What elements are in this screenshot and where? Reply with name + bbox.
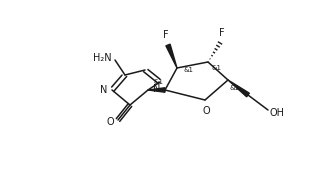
Text: H₂N: H₂N — [93, 53, 112, 63]
Text: &1: &1 — [211, 65, 221, 71]
Polygon shape — [166, 44, 177, 68]
Text: O: O — [202, 106, 210, 116]
Text: F: F — [163, 30, 169, 40]
Text: N: N — [100, 85, 107, 95]
Text: OH: OH — [270, 108, 285, 118]
Text: O: O — [106, 117, 114, 127]
Text: &1: &1 — [229, 85, 239, 91]
Text: F: F — [219, 28, 225, 38]
Text: &1: &1 — [153, 79, 163, 85]
Text: &1: &1 — [183, 67, 193, 73]
Polygon shape — [148, 88, 165, 92]
Text: N: N — [153, 84, 160, 94]
Polygon shape — [228, 80, 249, 97]
